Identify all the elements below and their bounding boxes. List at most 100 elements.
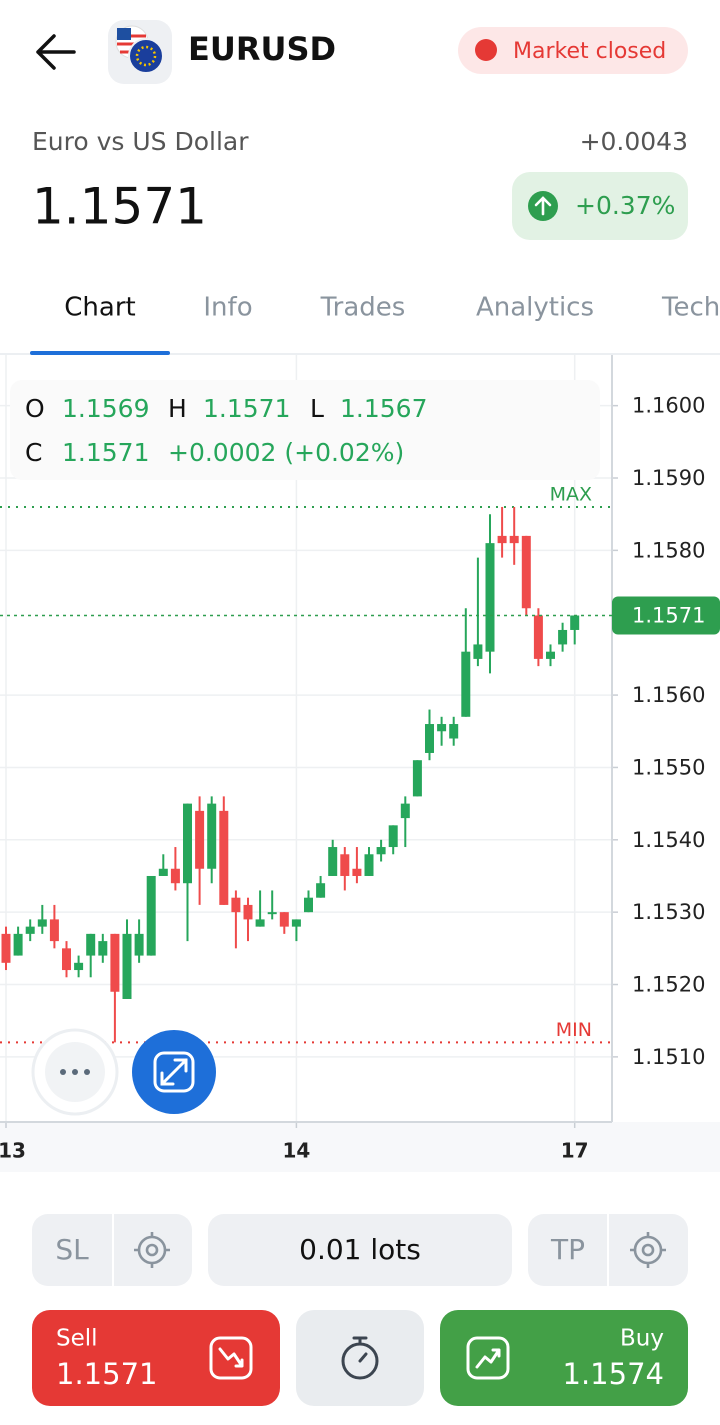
- sell-label: Sell: [56, 1326, 98, 1352]
- x-axis-band: [0, 1122, 720, 1172]
- candle-body: [558, 629, 568, 645]
- ohlc-label: O: [25, 394, 45, 423]
- candle-body: [521, 535, 531, 609]
- candle-body: [570, 615, 580, 630]
- candle-body: [376, 847, 386, 855]
- x-tick-label: 17: [561, 1139, 589, 1163]
- sl-divider: [112, 1214, 114, 1286]
- candle-body: [533, 615, 543, 659]
- min-line-label: MIN: [556, 1019, 592, 1041]
- eu-stars: [135, 45, 157, 67]
- tab[interactable]: Analytics: [476, 293, 594, 323]
- buy-button[interactable]: [440, 1310, 688, 1406]
- x-tick-label: 14: [282, 1139, 310, 1163]
- more-dots: [60, 1069, 90, 1075]
- ohlc-panel: [10, 380, 600, 480]
- timer-icon: [341, 1336, 379, 1380]
- chart: 1.1600 1.1590 1.1580 1.1560 1.1550 1.1540 1.15…: [0, 355, 720, 1163]
- sell-price: 1.1571: [56, 1357, 157, 1391]
- y-tick-label: 1.1560: [632, 683, 705, 707]
- expand-frame: [153, 1051, 195, 1093]
- sl-target-icon: [134, 1232, 170, 1268]
- candle-body: [231, 897, 241, 913]
- candle-body: [207, 803, 217, 869]
- candle-body: [364, 854, 374, 876]
- x-tick-label: 13: [0, 1139, 26, 1163]
- status-dot: [475, 39, 497, 61]
- candle-body: [86, 933, 96, 956]
- candle-body: [37, 919, 47, 927]
- lots-field[interactable]: [208, 1214, 512, 1286]
- eu-flag: [128, 38, 164, 74]
- ohlc-label: L: [310, 394, 324, 423]
- tp-divider: [607, 1214, 609, 1286]
- candle-body: [170, 868, 180, 884]
- candle-body: [158, 868, 168, 876]
- y-tick-label: 1.1520: [632, 973, 705, 997]
- candle-body: [328, 847, 338, 876]
- sell-button[interactable]: [32, 1310, 280, 1406]
- candle-body: [279, 912, 289, 927]
- back-arrow: [36, 34, 76, 70]
- candle-body: [25, 926, 35, 934]
- ohlc-value: 1.1571: [203, 394, 290, 423]
- ohlc-value: 1.1567: [340, 394, 427, 423]
- tab-indicator: [30, 351, 170, 355]
- candle-body: [146, 875, 156, 956]
- last-price-badge: [612, 596, 720, 635]
- ohlc-value: 1.1571: [62, 438, 149, 467]
- sell-icon: [209, 1336, 253, 1380]
- ohlc-label: H: [168, 394, 187, 423]
- buy-trend: [475, 1348, 501, 1369]
- candle-body: [195, 810, 205, 869]
- last-price-label: 1.1571: [632, 603, 705, 627]
- candle-body: [437, 724, 447, 732]
- candle-body: [243, 904, 253, 920]
- sell-trend: [218, 1347, 244, 1368]
- candle-body: [98, 941, 108, 956]
- y-tick-label: 1.1590: [632, 466, 705, 490]
- candle-body: [485, 543, 495, 652]
- tab[interactable]: Tech: [661, 293, 720, 323]
- candle-body: [122, 933, 132, 999]
- candle-body: [425, 724, 434, 753]
- tab[interactable]: Trades: [320, 293, 406, 323]
- candle-body: [134, 933, 144, 956]
- y-tick-label: 1.1540: [632, 828, 705, 852]
- candle-body: [546, 651, 555, 659]
- expand-icon: [160, 1058, 188, 1086]
- candle-body: [340, 854, 350, 876]
- candle-body: [509, 535, 519, 544]
- y-tick-label: 1.1530: [632, 900, 705, 924]
- tp-target-icon: [630, 1232, 666, 1268]
- candle-body: [255, 919, 265, 927]
- max-line-label: MAX: [550, 483, 592, 505]
- change-pill: [512, 172, 688, 240]
- candle-body: [412, 760, 422, 797]
- tp-label: TP: [550, 1233, 585, 1266]
- buy-price: 1.1574: [563, 1357, 664, 1391]
- buy-icon: [466, 1336, 510, 1380]
- symbol: EURUSD: [188, 30, 336, 68]
- candle-body: [461, 651, 471, 717]
- candle-body: [497, 535, 507, 544]
- candle-body: [388, 825, 398, 848]
- candle-body: [1, 933, 11, 963]
- candle-body: [62, 948, 71, 971]
- candle-body: [13, 933, 23, 956]
- ohlc-value: 1.1569: [62, 394, 149, 423]
- tab[interactable]: Chart: [64, 293, 135, 323]
- back-button[interactable]: [36, 34, 76, 70]
- y-tick-label: 1.1510: [632, 1045, 705, 1069]
- ohlc-change: +0.0002 (+0.02%): [168, 438, 404, 467]
- sl-label: SL: [55, 1233, 89, 1266]
- candle-body: [291, 919, 301, 927]
- candle-body: [473, 644, 483, 659]
- tab[interactable]: Info: [203, 293, 252, 323]
- price-change: +0.0043: [580, 127, 688, 156]
- ohlc-label: C: [25, 438, 42, 467]
- up-arrow: [534, 196, 552, 216]
- timer-button[interactable]: [296, 1310, 424, 1406]
